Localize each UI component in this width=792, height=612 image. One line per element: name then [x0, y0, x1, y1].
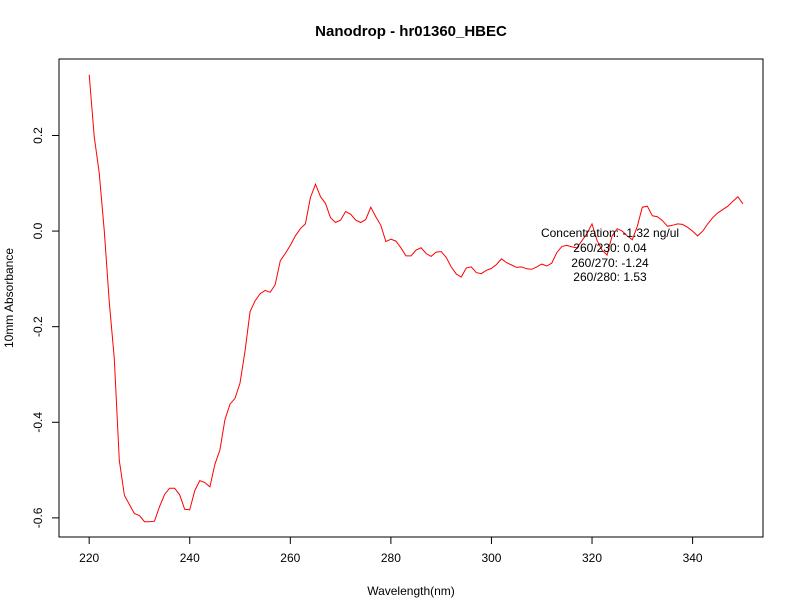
- x-tick-label: 220: [79, 551, 99, 565]
- x-axis: 220 240 260 280 300 320 340: [79, 536, 703, 565]
- x-axis-label: Wavelength(nm): [367, 584, 455, 598]
- ratio-260-270-text: 260/270: -1.24: [571, 256, 649, 270]
- x-tick-label: 300: [481, 551, 501, 565]
- x-tick-label: 340: [683, 551, 703, 565]
- x-tick-label: 260: [280, 551, 300, 565]
- x-tick-label: 320: [582, 551, 602, 565]
- ratio-260-230-text: 260/230: 0.04: [573, 241, 647, 255]
- y-axis: -0.6 -0.4 -0.2 0.0 0.2: [31, 127, 60, 528]
- x-tick-label: 240: [180, 551, 200, 565]
- y-axis-label: 10mm Absorbance: [2, 248, 16, 348]
- y-tick-label: -0.2: [31, 316, 45, 337]
- absorbance-series-line: [88, 74, 744, 523]
- stats-annotation: Concentration: -1.32 ng/ul 260/230: 0.04…: [541, 226, 679, 284]
- ratio-260-280-text: 260/280: 1.53: [573, 270, 647, 284]
- x-tick-label: 280: [381, 551, 401, 565]
- y-tick-label: -0.6: [31, 507, 45, 528]
- concentration-text: Concentration: -1.32 ng/ul: [541, 226, 679, 240]
- y-tick-label: -0.4: [31, 412, 45, 433]
- y-tick-label: 0.2: [31, 127, 45, 144]
- y-tick-label: 0.0: [31, 222, 45, 239]
- chart-title: Nanodrop - hr01360_HBEC: [315, 23, 507, 40]
